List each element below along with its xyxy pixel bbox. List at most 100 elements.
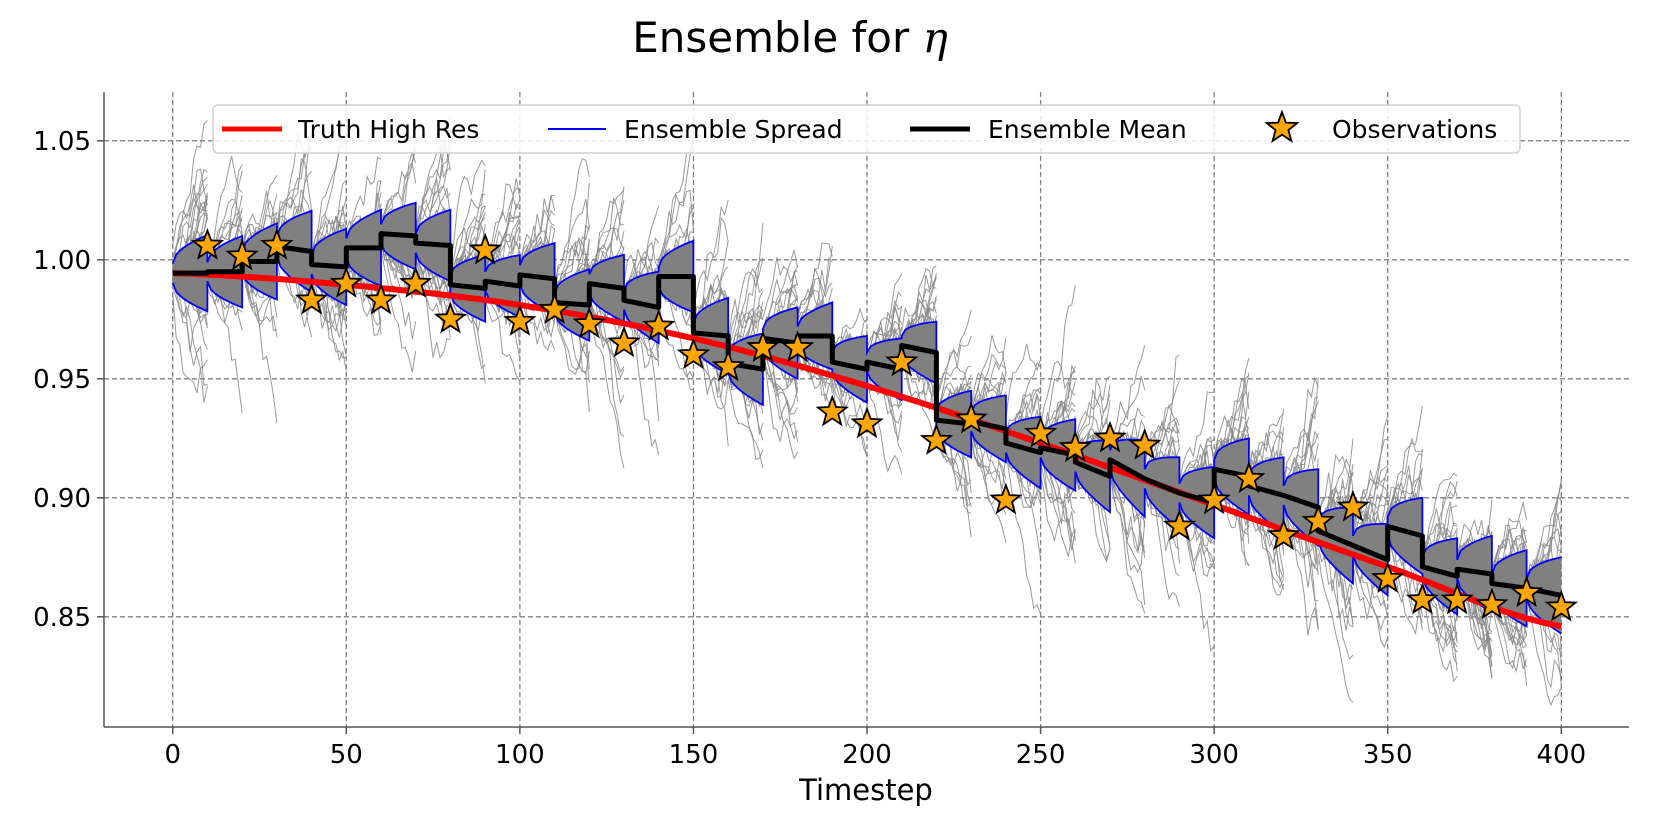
observation-star xyxy=(433,301,468,334)
ensemble-member-line xyxy=(345,156,382,237)
spread-upper-line xyxy=(171,201,1562,580)
ensemble-member-line xyxy=(1248,485,1285,583)
ensemble-member-line xyxy=(970,370,1007,406)
ensemble-member-line xyxy=(1040,474,1076,542)
ensemble-member-line xyxy=(172,287,208,387)
ensemble-member-line xyxy=(970,431,1007,484)
ensemble-member-line xyxy=(415,144,451,237)
ensemble-member-line xyxy=(1283,432,1319,487)
ensemble-member-line xyxy=(172,293,208,403)
ensemble-member-line xyxy=(1178,391,1215,483)
ensemble-member-line xyxy=(1491,599,1528,670)
ensemble-member-line xyxy=(484,211,521,274)
x-tick-label: 350 xyxy=(1363,740,1413,770)
legend-spread-label: Ensemble Spread xyxy=(624,115,843,144)
ensemble-member-line xyxy=(1109,472,1146,614)
truth-series xyxy=(172,270,1562,630)
ensemble-member-line xyxy=(1421,472,1458,558)
ensemble-member-line xyxy=(1283,376,1319,480)
ensemble-member-line xyxy=(1387,452,1423,511)
ensemble-member-line xyxy=(727,304,764,358)
spread-band xyxy=(867,338,902,401)
ensemble-member-line xyxy=(241,269,278,332)
ensemble-member-line xyxy=(1491,600,1528,686)
x-tick-label: 0 xyxy=(164,740,181,770)
observation-star xyxy=(399,266,433,298)
x-tick-label: 400 xyxy=(1536,740,1586,770)
observation-star xyxy=(572,306,607,339)
observation-star xyxy=(1509,575,1544,608)
ensemble-member-line xyxy=(415,255,451,307)
legend-truth-label: Truth High Res xyxy=(297,115,479,144)
observation-star xyxy=(294,282,329,315)
observation-star xyxy=(260,227,294,260)
observation-star xyxy=(503,304,537,336)
observation-star xyxy=(642,308,676,341)
ensemble-member-line xyxy=(727,222,764,352)
ensemble-member-line xyxy=(380,249,417,373)
y-ticks: 0.85 0.90 0.95 1.00 1.05 xyxy=(33,127,104,633)
ensemble-member-line xyxy=(762,349,799,442)
observation-star xyxy=(607,325,641,358)
ensemble-member-line xyxy=(1421,481,1458,558)
observation-star xyxy=(329,266,364,298)
ensemble-member-line xyxy=(554,224,590,301)
ensemble-member-line xyxy=(1317,553,1354,704)
ensemble-member-line xyxy=(276,146,313,243)
ensemble-member-line xyxy=(1109,468,1146,574)
spread-band xyxy=(1526,557,1562,634)
ensemble-member-line xyxy=(1005,343,1042,419)
ensemble-member-line xyxy=(1526,597,1562,689)
observation-star xyxy=(711,349,745,382)
ensemble-member-line xyxy=(172,184,208,246)
ensemble-member-line xyxy=(241,199,278,260)
x-tick-label: 200 xyxy=(842,740,892,770)
spread-band xyxy=(1179,466,1215,539)
observation-star xyxy=(225,238,259,271)
ensemble-member-line xyxy=(1005,453,1042,615)
observation-star xyxy=(1232,461,1266,493)
y-tick-label: 1.05 xyxy=(33,127,91,157)
ensemble-member-line xyxy=(449,159,486,266)
y-tick-label: 0.85 xyxy=(33,603,91,633)
ensemble-member-line xyxy=(623,241,660,294)
observation-star xyxy=(989,482,1023,515)
observation-star xyxy=(1093,420,1127,453)
ensemble-member-line xyxy=(1526,595,1562,707)
observation-star xyxy=(850,406,884,439)
ensemble-member-line xyxy=(1109,472,1146,559)
ensemble-member-line xyxy=(588,296,625,469)
ensemble-member-line xyxy=(762,257,799,319)
observation-star xyxy=(780,330,815,363)
y-tick-label: 0.95 xyxy=(33,365,91,395)
x-axis-label: Timestep xyxy=(798,773,933,807)
spread-band xyxy=(1040,419,1076,491)
ensemble-member-line xyxy=(762,340,799,415)
observation-star xyxy=(1475,587,1509,620)
ensemble-member-line xyxy=(1213,357,1250,458)
truth-line xyxy=(172,270,1562,630)
ensemble-member-line xyxy=(692,199,729,316)
ensemble-member-line xyxy=(1040,285,1076,443)
observation-star xyxy=(1371,561,1405,593)
spread-band xyxy=(1283,469,1319,546)
legend-observations-label: Observations xyxy=(1332,115,1497,144)
observation-star xyxy=(1336,489,1370,522)
ensemble-member-line xyxy=(623,205,660,283)
ensemble-member-line xyxy=(1074,389,1111,447)
ensemble-member-line xyxy=(554,157,590,291)
ensemble-member-line xyxy=(762,249,799,332)
ensemble-member-line xyxy=(866,378,903,475)
observation-star xyxy=(1023,415,1058,448)
ensemble-member-line xyxy=(970,335,1007,405)
observation-star xyxy=(1405,582,1440,615)
x-tick-label: 50 xyxy=(330,740,363,770)
ensemble-member-line xyxy=(970,338,1007,413)
observation-star xyxy=(1544,589,1579,622)
observation-star xyxy=(1128,427,1162,460)
observation-star xyxy=(364,282,398,315)
spread-band xyxy=(1144,457,1180,529)
ensemble-member-line xyxy=(901,358,937,437)
y-tick-label: 1.00 xyxy=(33,246,91,276)
